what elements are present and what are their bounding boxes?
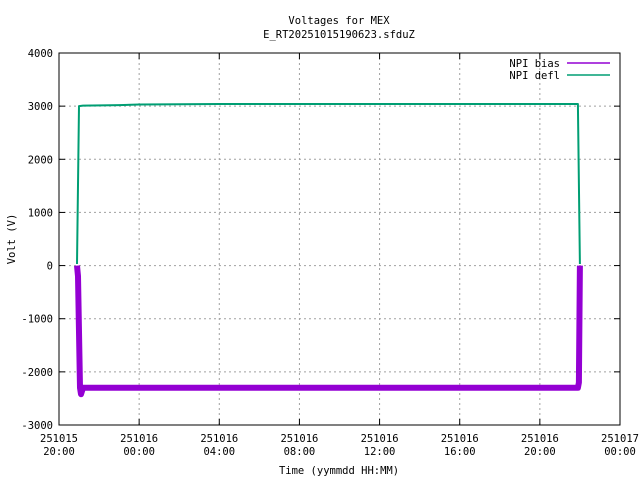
y-tick-label: -1000: [21, 314, 53, 326]
x-tick-time: 16:00: [444, 446, 476, 458]
series-line: [74, 265, 583, 398]
y-tick-label: 3000: [28, 101, 53, 113]
y-tick-label: -2000: [21, 367, 53, 379]
x-tick-date: 251016: [280, 433, 318, 445]
x-tick-date: 251016: [521, 433, 559, 445]
x-tick-time: 00:00: [123, 446, 155, 458]
x-tick-time: 00:00: [604, 446, 636, 458]
y-tick-label: 0: [47, 261, 53, 273]
plot-frame: [58, 52, 621, 426]
series-line: [76, 103, 581, 265]
x-tick-date: 251016: [120, 433, 158, 445]
chart-title: Voltages for MEX: [288, 15, 390, 27]
x-tick-time: 04:00: [203, 446, 235, 458]
axis-ticks: -3000-2000-10000100020003000400025101520…: [21, 48, 639, 458]
y-tick-label: 1000: [28, 207, 53, 219]
chart-subtitle: E_RT20251015190623.sfduZ: [263, 29, 415, 41]
legend-label: NPI bias: [509, 58, 560, 70]
y-tick-label: 2000: [28, 154, 53, 166]
x-tick-time: 12:00: [364, 446, 396, 458]
x-tick-date: 251016: [441, 433, 479, 445]
x-tick-time: 08:00: [284, 446, 316, 458]
grid-lines: [59, 53, 620, 425]
x-tick-time: 20:00: [43, 446, 75, 458]
x-tick-date: 251017: [601, 433, 639, 445]
y-tick-label: 4000: [28, 48, 53, 60]
x-tick-time: 20:00: [524, 446, 556, 458]
x-tick-date: 251015: [40, 433, 78, 445]
legend-label: NPI defl: [509, 70, 560, 82]
x-tick-date: 251016: [361, 433, 399, 445]
y-tick-label: -3000: [21, 420, 53, 432]
y-axis-label: Volt (V): [6, 214, 18, 265]
x-tick-date: 251016: [200, 433, 238, 445]
data-series: [74, 103, 583, 398]
x-axis-label: Time (yymmdd HH:MM): [279, 465, 399, 477]
